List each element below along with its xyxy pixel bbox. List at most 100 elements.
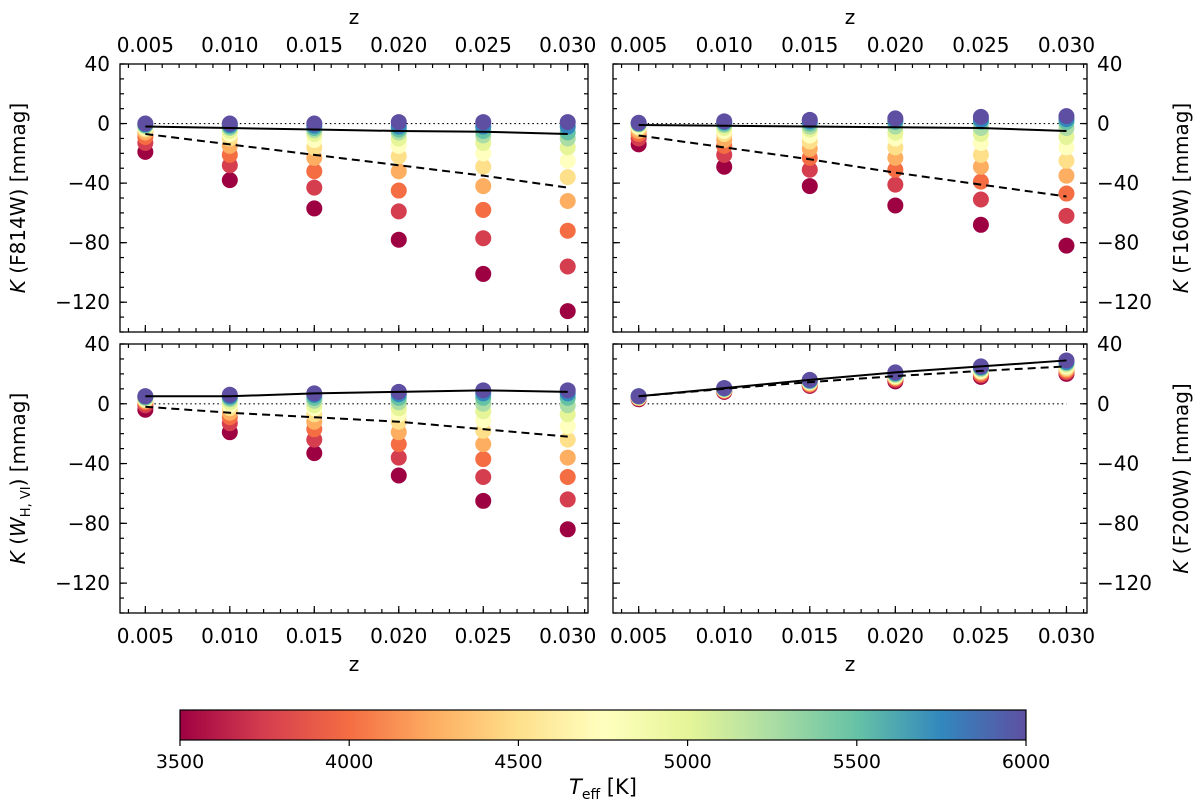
- data-point: [801, 161, 818, 178]
- data-point: [559, 222, 576, 239]
- solid-model-line: [145, 389, 568, 398]
- panel-f160w: 0.005 0.010 0.015 0.020 0.025 0.030 z 40 0 −40 −80…: [610, 5, 1193, 333]
- data-point: [559, 491, 576, 508]
- data-point: [390, 436, 407, 453]
- data-point: [475, 451, 492, 468]
- y-axis-label: K (F160W) [mmag]: [1169, 103, 1193, 293]
- x-tick-label: 0.025: [455, 33, 512, 57]
- data-point: [1058, 108, 1075, 125]
- y-axis-label-open: (: [6, 537, 30, 551]
- y-tick-label: 0: [97, 112, 110, 136]
- x-tick-label: 0.020: [370, 33, 427, 57]
- x-tick-label: 0.005: [117, 33, 174, 57]
- y-tick-label: −80: [1097, 231, 1139, 255]
- panel-frame: [119, 63, 589, 333]
- data-point: [559, 192, 576, 209]
- data-point: [390, 449, 407, 466]
- y-axis-label-text: (F814W) [mmag]: [6, 103, 30, 280]
- y-axis-label-symbol: K: [1169, 559, 1193, 574]
- x-axis-label: z: [349, 652, 360, 676]
- data-point: [1058, 185, 1075, 202]
- x-tick-label: 0.015: [286, 624, 343, 648]
- x-ticks: [127, 64, 586, 332]
- data-point: [475, 265, 492, 282]
- panel-wh: 0.005 0.010 0.015 0.020 0.025 0.030 z 40 0 −40 −80…: [6, 332, 596, 676]
- colorbar: 3500 4000 4500 5000 5500 6000 Teff [K]: [156, 709, 1050, 800]
- solid-model-line: [145, 125, 568, 135]
- x-tick-label: 0.020: [867, 33, 924, 57]
- y-axis-label-symbol: K: [1169, 278, 1193, 293]
- dashed-model-line: [638, 365, 1067, 398]
- y-tick-label: 40: [85, 332, 110, 356]
- data-point: [306, 445, 323, 462]
- x-tick-label: 0.030: [539, 33, 596, 57]
- data-point: [390, 114, 407, 131]
- data-point: [559, 169, 576, 186]
- dashed-model-line: [145, 132, 568, 189]
- data-point: [1058, 237, 1075, 254]
- data-point: [475, 469, 492, 486]
- panel-frame: [612, 343, 1088, 614]
- data-point: [559, 382, 576, 399]
- x-tick-label: 0.025: [455, 624, 512, 648]
- colorbar-label-sub: eff: [582, 787, 601, 800]
- x-tick-label: 0.010: [696, 33, 753, 57]
- panel-plot-area: [137, 114, 576, 320]
- data-point: [390, 163, 407, 180]
- y-tick-label: 40: [1097, 52, 1122, 76]
- x-tick-label: 0.010: [201, 33, 258, 57]
- solid-model-line: [638, 124, 1067, 132]
- solid-model-line: [638, 359, 1067, 398]
- data-point: [475, 158, 492, 175]
- colorbar-tick-label: 5000: [663, 751, 711, 773]
- x-ticks: [620, 344, 1085, 613]
- data-point: [972, 173, 989, 190]
- panel-f200w: 0.005 0.010 0.015 0.020 0.025 0.030 z 40 0 −40 −80…: [610, 332, 1193, 676]
- x-tick-label: 0.030: [1038, 624, 1095, 648]
- y-tick-label: −120: [55, 571, 110, 595]
- y-axis-label-text: (F200W) [mmag]: [1169, 383, 1193, 560]
- panel-frame: [119, 343, 589, 614]
- data-point: [972, 158, 989, 175]
- x-axis-label: z: [845, 5, 856, 29]
- data-point: [716, 113, 733, 130]
- y-tick-label: 0: [1097, 392, 1110, 416]
- data-point: [801, 178, 818, 195]
- y-tick-label: −40: [68, 452, 110, 476]
- y-tick-label: −120: [55, 290, 110, 314]
- data-point: [559, 303, 576, 320]
- x-tick-label: 0.020: [370, 624, 427, 648]
- data-point: [1058, 167, 1075, 184]
- x-tick-label: 0.020: [867, 624, 924, 648]
- dashed-model-line: [638, 134, 1067, 198]
- panels-layer: 0.005 0.010 0.015 0.020 0.025 0.030 z 40 0 −40 −80…: [6, 5, 1193, 676]
- data-point: [475, 178, 492, 195]
- y-axis-label-symbol: K: [6, 278, 30, 293]
- data-point: [716, 158, 733, 175]
- data-point: [887, 176, 904, 193]
- colorbar-label-unit: [K]: [600, 775, 637, 799]
- y-tick-label: −80: [1097, 511, 1139, 535]
- data-point: [306, 115, 323, 132]
- y-axis-label-symbol: K: [6, 549, 30, 564]
- y-ticks: [613, 343, 1087, 614]
- data-point: [475, 436, 492, 453]
- colorbar-tick-label: 4500: [494, 751, 542, 773]
- y-axis-label: K (WH, VI) [mmag]: [6, 393, 34, 565]
- x-tick-label: 0.030: [539, 624, 596, 648]
- y-tick-label: −120: [1097, 290, 1152, 314]
- x-tick-label: 0.005: [610, 33, 667, 57]
- y-tick-label: 40: [85, 52, 110, 76]
- y-axis-label-close: ) [mmag]: [6, 393, 30, 487]
- data-point: [559, 418, 576, 435]
- data-point: [559, 258, 576, 275]
- data-point: [559, 152, 576, 169]
- x-axis-label: z: [845, 652, 856, 676]
- data-point: [801, 111, 818, 128]
- panel-frame: [612, 63, 1088, 333]
- data-point: [559, 114, 576, 131]
- x-ticks: [127, 344, 586, 613]
- colorbar-tick-label: 6000: [1002, 751, 1050, 773]
- data-point: [221, 172, 238, 189]
